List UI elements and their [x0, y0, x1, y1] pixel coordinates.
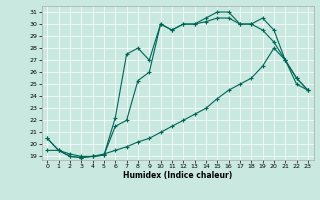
X-axis label: Humidex (Indice chaleur): Humidex (Indice chaleur)	[123, 171, 232, 180]
